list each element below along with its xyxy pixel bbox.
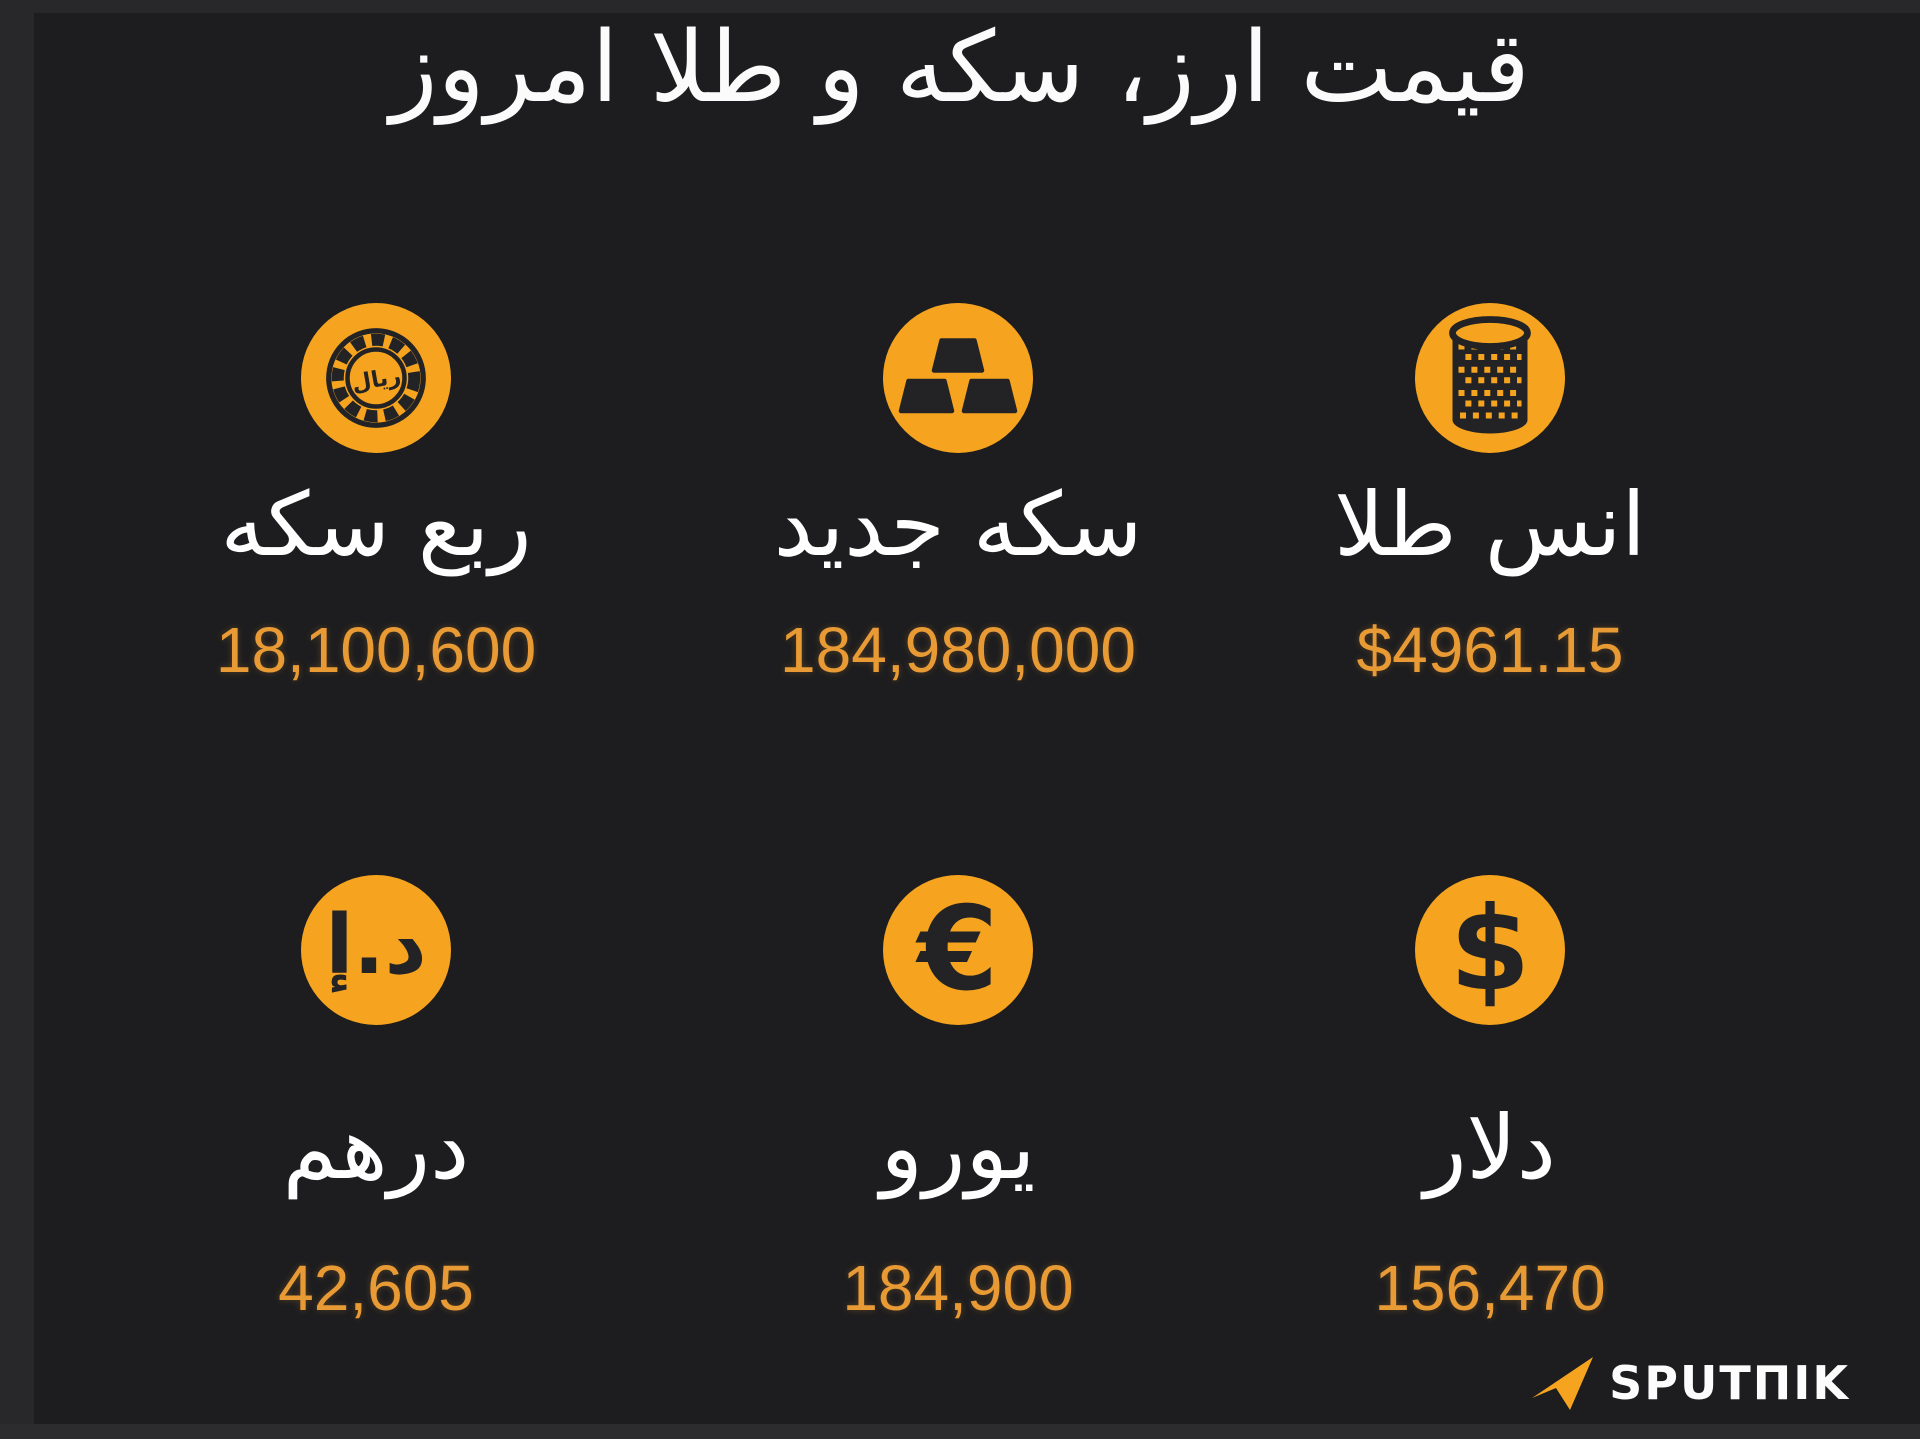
- page-title: قیمت ارز، سکه و طلا امروز: [390, 11, 1530, 125]
- dollar-icon: $: [1415, 875, 1565, 1025]
- euro-icon: €: [883, 875, 1033, 1025]
- coin-stack-icon: [1415, 303, 1565, 453]
- sputnik-logo: SPUTΠIK: [1527, 1353, 1850, 1413]
- item-label: سکه جدید: [773, 473, 1143, 576]
- sputnik-wordmark: SPUTΠIK: [1609, 1356, 1850, 1410]
- item-gold-ounce: انس طلا $4961.15: [1190, 303, 1790, 685]
- item-label: دلار: [1424, 1096, 1556, 1199]
- frame-edge-bottom: [0, 1424, 1920, 1439]
- item-value: 42,605: [278, 1251, 474, 1324]
- item-value: 184,980,000: [780, 613, 1136, 686]
- item-dirham: د.إ درهم 42,605: [76, 875, 676, 1323]
- dollar-symbol: $: [1449, 882, 1531, 1017]
- item-quarter-coin: ریال ربع سکه 18,100,600: [76, 303, 676, 685]
- item-dollar: $ دلار 156,470: [1190, 875, 1790, 1323]
- rial-coin-icon: ریال: [301, 303, 451, 453]
- item-value: 18,100,600: [215, 613, 537, 686]
- item-value: $4961.15: [1356, 613, 1624, 686]
- item-value: 156,470: [1374, 1251, 1606, 1324]
- item-label: درهم: [282, 1096, 470, 1199]
- item-new-coin: سکه جدید 184,980,000: [658, 303, 1258, 685]
- item-label: یورو: [880, 1096, 1036, 1199]
- item-label: ربع سکه: [220, 473, 532, 576]
- frame-edge-left: [0, 0, 34, 1439]
- item-value: 184,900: [842, 1251, 1074, 1324]
- euro-symbol: €: [917, 882, 999, 1017]
- rial-coin-text: ریال: [350, 363, 403, 397]
- item-label: انس طلا: [1334, 473, 1646, 576]
- frame-edge-top: [0, 0, 1920, 13]
- dirham-icon: د.إ: [301, 875, 451, 1025]
- gold-bars-icon: [883, 303, 1033, 453]
- sputnik-arrow-icon: [1532, 1357, 1594, 1410]
- item-euro: € یورو 184,900: [658, 875, 1258, 1323]
- dirham-symbol: د.إ: [325, 898, 427, 993]
